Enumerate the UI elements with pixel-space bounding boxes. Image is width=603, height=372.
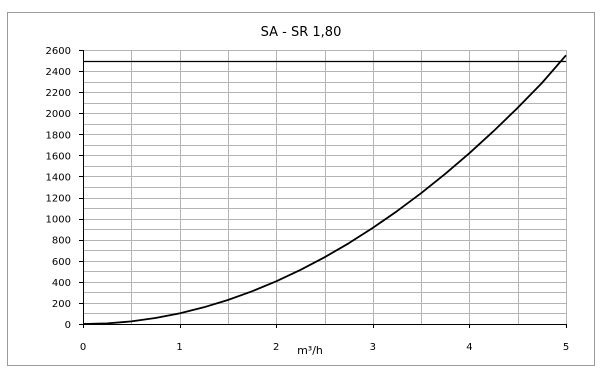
x-tick-label: 4 — [466, 342, 472, 353]
chart-title: SA - SR 1,80 — [261, 25, 342, 40]
y-tick-label: 2200 — [46, 88, 71, 99]
y-tick-label: 0 — [65, 320, 71, 331]
series-line — [82, 54, 567, 325]
x-tick-label: 5 — [563, 342, 569, 353]
y-tick-label: 2000 — [46, 109, 71, 120]
chart-border — [7, 12, 595, 366]
y-tick-label: 1800 — [46, 130, 71, 141]
x-tick-label: 3 — [370, 342, 376, 353]
y-tick-label: 800 — [52, 236, 71, 247]
x-tick-label: 0 — [80, 342, 86, 353]
y-tick-label: 1000 — [46, 215, 71, 226]
x-axis-label: m³/h — [297, 344, 323, 357]
y-tick-label: 2400 — [46, 67, 71, 78]
y-tick-label: 1400 — [46, 172, 71, 183]
x-tick-label: 1 — [176, 342, 182, 353]
x-tick-label: 2 — [273, 342, 279, 353]
y-tick-label: 400 — [52, 278, 71, 289]
y-tick-label: 1600 — [46, 151, 71, 162]
y-tick-label: 1200 — [46, 194, 71, 205]
plot-area: 0 200 400 600 800 1000 1200 1400 1600 1800 2000 220… — [46, 46, 570, 353]
y-tick-label: 200 — [52, 299, 71, 310]
y-tick-label: 600 — [52, 257, 71, 268]
y-tick-label: 2600 — [46, 46, 71, 57]
